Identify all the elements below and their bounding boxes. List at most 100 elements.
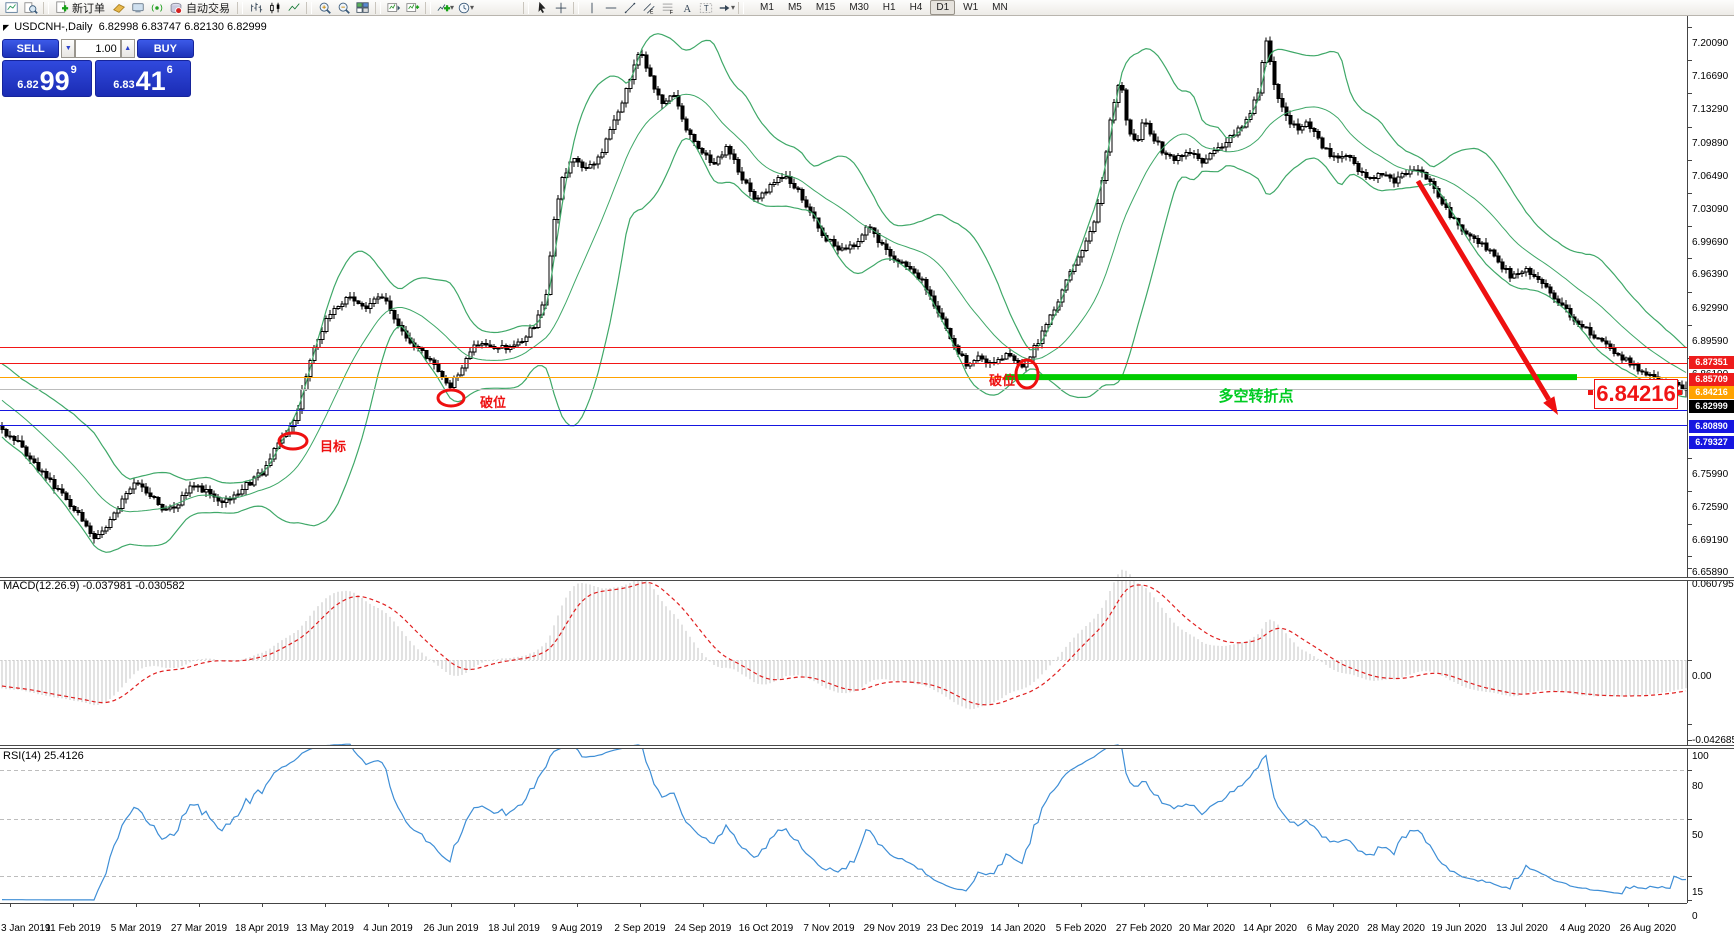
equidistant-channel-icon[interactable]: E	[639, 0, 658, 15]
chart-annotation-text[interactable]: 破位	[480, 395, 506, 410]
date-label: 13 May 2019	[296, 923, 354, 934]
panel-separator[interactable]	[0, 745, 1734, 749]
timeframe-h1[interactable]: H1	[882, 2, 896, 13]
svg-text:T: T	[703, 4, 708, 13]
macd-panel	[0, 569, 1687, 710]
volume-input[interactable]: 1.00	[75, 39, 121, 58]
timeframe-group: M1 M5 M15 M30 H1 H4 D1 W1 MN	[753, 0, 1015, 15]
indicators-icon[interactable]	[434, 0, 453, 15]
scale-label: 15	[1692, 887, 1704, 898]
timeframe-h4[interactable]: H4	[909, 2, 923, 13]
terminal-icon[interactable]	[128, 0, 147, 15]
price-tag: 6.82999	[1689, 399, 1734, 413]
candlestick-chart-icon[interactable]	[265, 0, 284, 15]
toolbar: 新订单 自动交易 ▾ ▾ E F A T ▾ M	[0, 0, 1734, 16]
vertical-line-icon[interactable]	[582, 0, 601, 15]
toolbar-separator	[738, 1, 745, 14]
price-callout-box[interactable]: 6.84216	[1594, 379, 1678, 409]
scale-label: 7.16690	[1692, 71, 1729, 82]
text-icon[interactable]: A	[677, 0, 696, 15]
panel-separator[interactable]	[0, 577, 1734, 581]
profile-add-icon[interactable]	[403, 0, 422, 15]
deposit-icon[interactable]	[109, 0, 128, 15]
timeframe-d1[interactable]: D1	[930, 0, 956, 15]
chart-window-icon[interactable]	[2, 0, 21, 15]
zoom-in-icon[interactable]	[315, 0, 334, 15]
bollinger-bands	[1, 33, 1687, 553]
crosshair-icon[interactable]	[551, 0, 570, 15]
scale-label: 0.060795	[1692, 579, 1734, 590]
buy-price-box[interactable]: 6.83 41 6	[95, 60, 191, 97]
chart-annotation-text[interactable]: 多空转折点	[1218, 387, 1293, 405]
date-label: 13 Jul 2020	[1496, 923, 1548, 934]
print-preview-icon[interactable]	[21, 0, 40, 15]
date-label: 27 Mar 2019	[170, 923, 228, 934]
timeframe-m30[interactable]: M30	[849, 2, 869, 13]
trend-arrow[interactable]	[1415, 179, 1551, 401]
timeframe-m5[interactable]: M5	[787, 2, 802, 13]
cursor-icon[interactable]	[532, 0, 551, 15]
scale-label: 6.65890	[1692, 567, 1729, 578]
toolbar-separator	[573, 1, 580, 14]
date-label: 20 Mar 2020	[1178, 923, 1236, 934]
date-label: 9 Aug 2019	[551, 923, 603, 934]
sell-price-sup: 9	[70, 64, 77, 76]
date-label: 7 Nov 2019	[803, 923, 855, 934]
trendline-icon[interactable]	[620, 0, 639, 15]
timeframe-m15[interactable]: M15	[815, 2, 836, 13]
volume-increase-button[interactable]: ▲	[120, 39, 135, 58]
date-label: 23 Dec 2019	[926, 923, 984, 934]
horizontal-line-icon[interactable]	[601, 0, 620, 15]
axes	[0, 0, 1692, 907]
bar-chart-icon[interactable]	[246, 0, 265, 15]
volume-decrease-button[interactable]: ▼	[61, 39, 76, 58]
toolbar-separator	[375, 1, 381, 14]
tile-windows-icon[interactable]	[353, 0, 372, 15]
buy-button[interactable]: BUY	[136, 39, 194, 58]
date-label: 14 Apr 2020	[1243, 923, 1297, 934]
chart-annotation-text[interactable]: 破位	[989, 373, 1015, 388]
text-label-icon[interactable]: T	[696, 0, 715, 15]
date-label: 6 May 2020	[1306, 923, 1360, 934]
periods-icon[interactable]	[454, 0, 473, 15]
date-label: 18 Jul 2019	[488, 923, 540, 934]
sell-price-box[interactable]: 6.82 99 9	[2, 60, 92, 97]
new-order-icon[interactable]	[52, 0, 71, 15]
arrows-icon[interactable]	[715, 0, 734, 15]
toolbar-separator	[523, 1, 530, 14]
timeframe-mn[interactable]: MN	[992, 2, 1008, 13]
callout-handle[interactable]	[1677, 390, 1682, 395]
chart-annotation-text[interactable]: 目标	[320, 439, 346, 454]
scale-label: 0.00	[1692, 671, 1712, 682]
chevron-down-icon[interactable]: ▾	[470, 3, 475, 12]
autotrade-label[interactable]: 自动交易	[186, 2, 230, 15]
macd-label: MACD(12.26.9) -0.037981 -0.030582	[3, 580, 185, 592]
scale-label: 6.69190	[1692, 535, 1729, 546]
scale-label: 7.09890	[1692, 138, 1729, 149]
autotrade-icon[interactable]	[166, 0, 185, 15]
profile-icon[interactable]	[384, 0, 403, 15]
sell-button[interactable]: SELL	[2, 39, 60, 58]
highlight-ellipse[interactable]	[436, 388, 466, 408]
highlight-ellipse[interactable]	[277, 431, 309, 451]
price-tag: 6.87351	[1689, 355, 1734, 369]
date-label: 27 Feb 2020	[1115, 923, 1173, 934]
chevron-down-icon[interactable]: ▾	[450, 3, 455, 12]
highlight-ellipse[interactable]	[1014, 358, 1040, 390]
callout-handle[interactable]	[1588, 390, 1593, 395]
new-order-label[interactable]: 新订单	[72, 2, 105, 15]
fibonacci-icon[interactable]: F	[658, 0, 677, 15]
line-chart-icon[interactable]	[284, 0, 303, 15]
price-tag: 6.84216	[1689, 385, 1734, 399]
timeframe-w1[interactable]: W1	[963, 2, 979, 13]
bollinger-middle-band	[1, 93, 1687, 513]
timeframe-m1[interactable]: M1	[760, 2, 774, 13]
date-label: 18 Apr 2019	[235, 923, 289, 934]
bollinger-upper-band	[1, 33, 1687, 484]
chevron-down-icon[interactable]: ▾	[731, 3, 736, 12]
green-support-line[interactable]	[1005, 374, 1577, 381]
zoom-out-icon[interactable]	[334, 0, 353, 15]
signals-icon[interactable]	[147, 0, 166, 15]
